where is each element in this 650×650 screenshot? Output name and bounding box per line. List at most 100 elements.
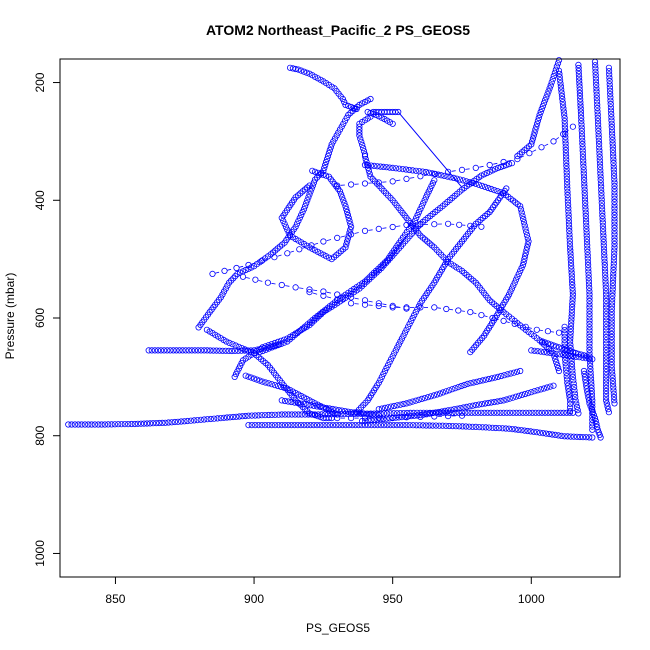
data-point xyxy=(593,98,601,105)
series-29 xyxy=(209,220,485,277)
data-point xyxy=(262,346,269,353)
data-point xyxy=(508,285,515,292)
data-point xyxy=(524,241,531,248)
data-point xyxy=(88,421,95,428)
data-point xyxy=(601,265,609,272)
data-point xyxy=(576,86,583,93)
data-point xyxy=(384,404,392,411)
data-point xyxy=(384,421,391,429)
data-point xyxy=(597,180,605,187)
data-point xyxy=(275,421,282,429)
data-point xyxy=(611,224,618,231)
dash-segment xyxy=(264,258,269,261)
data-point xyxy=(568,319,575,326)
data-point xyxy=(609,143,616,150)
data-point xyxy=(417,173,424,180)
data-point xyxy=(610,384,617,391)
dash-segment xyxy=(396,179,401,182)
data-point xyxy=(310,402,317,409)
data-point xyxy=(561,124,569,131)
data-point xyxy=(427,393,434,400)
data-point xyxy=(601,258,608,265)
data-point xyxy=(586,320,593,327)
data-point xyxy=(358,421,365,429)
data-point xyxy=(560,131,567,138)
data-point xyxy=(586,291,593,298)
data-point xyxy=(561,111,568,118)
data-point xyxy=(281,384,288,391)
data-point xyxy=(569,294,576,301)
data-point xyxy=(198,347,205,354)
data-point xyxy=(223,338,230,345)
data-point xyxy=(598,206,606,213)
data-point xyxy=(569,281,576,289)
data-point xyxy=(569,373,577,380)
data-point xyxy=(608,365,616,372)
data-point xyxy=(387,421,394,429)
data-point xyxy=(400,332,407,339)
data-point xyxy=(503,185,510,192)
data-point xyxy=(575,61,582,69)
data-point xyxy=(258,257,265,265)
data-point xyxy=(611,205,618,212)
data-point xyxy=(300,68,308,75)
data-point xyxy=(295,411,302,418)
data-point xyxy=(458,412,466,419)
data-point xyxy=(253,376,260,383)
dash-segment xyxy=(396,225,401,227)
data-point xyxy=(411,412,418,419)
data-point xyxy=(226,414,234,421)
data-point xyxy=(610,166,617,173)
data-point xyxy=(304,401,311,408)
data-point xyxy=(414,412,421,419)
data-point xyxy=(566,227,573,235)
data-point xyxy=(255,421,262,429)
data-point xyxy=(562,146,569,154)
data-point xyxy=(586,301,593,308)
data-point xyxy=(509,394,516,401)
data-point xyxy=(505,161,513,168)
data-point xyxy=(514,273,521,280)
data-point xyxy=(326,421,333,429)
data-point xyxy=(349,421,356,429)
data-point xyxy=(509,425,516,433)
data-point xyxy=(383,164,390,171)
data-point xyxy=(277,383,285,390)
data-point xyxy=(555,432,562,439)
data-point xyxy=(412,167,420,174)
data-point xyxy=(264,279,271,286)
data-point xyxy=(179,347,186,354)
data-point xyxy=(311,412,319,419)
data-point xyxy=(606,87,614,95)
data-point xyxy=(115,421,122,428)
data-point xyxy=(395,108,402,116)
data-point xyxy=(278,397,285,404)
data-point xyxy=(597,173,604,180)
data-point xyxy=(306,286,313,293)
data-point xyxy=(415,303,422,310)
data-point xyxy=(589,434,596,441)
data-point xyxy=(481,400,489,407)
series-11 xyxy=(242,372,341,418)
data-point xyxy=(467,380,474,387)
data-point xyxy=(606,77,613,85)
data-point xyxy=(359,145,367,152)
data-point xyxy=(359,141,366,148)
data-point xyxy=(528,347,535,354)
data-point xyxy=(173,347,180,354)
data-point xyxy=(85,421,92,428)
data-point xyxy=(252,412,259,419)
data-point xyxy=(611,211,618,219)
data-point xyxy=(374,410,381,417)
data-point xyxy=(563,376,571,383)
data-point xyxy=(579,140,586,148)
data-point xyxy=(608,302,616,309)
series-17 xyxy=(375,367,524,413)
data-point xyxy=(599,212,606,220)
data-point xyxy=(475,401,482,408)
data-point xyxy=(391,402,398,410)
data-point xyxy=(389,414,396,421)
data-point xyxy=(256,377,263,384)
data-point xyxy=(406,422,413,429)
data-point xyxy=(554,361,561,369)
